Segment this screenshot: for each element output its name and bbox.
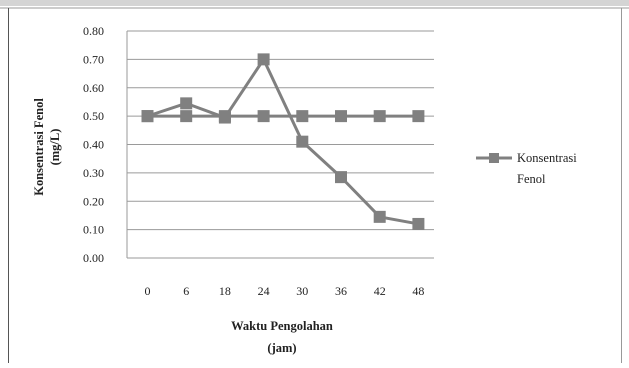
legend-label-line-1: Konsentrasi [517,151,577,165]
legend-marker [489,153,499,163]
data-point-marker [296,110,309,123]
x-axis-title-line-1: Waktu Pengolahan [231,319,333,333]
y-tick-label: 0.10 [83,223,104,237]
y-tick-label: 0.70 [83,52,104,66]
data-point-marker [335,171,347,184]
data-point-marker [180,97,193,110]
legend: Konsentrasi Fenol [476,151,577,186]
data-point-marker [257,53,270,66]
data-point-marker [296,135,309,148]
y-tick-label: 0.00 [83,251,104,265]
x-tick-label: 0 [145,284,151,298]
x-tick-label: 24 [258,284,270,298]
data-point-marker [335,110,347,123]
y-axis-title-line-2: (mg/L) [48,129,62,166]
x-tick-label: 6 [183,284,189,298]
x-tick-label: 48 [412,284,424,298]
y-axis-title: Konsentrasi Fenol (mg/L) [32,98,62,196]
y-tick-label: 0.40 [83,138,104,152]
data-point-marker [373,210,386,223]
data-point-marker [412,110,425,123]
y-tick-label: 0.50 [83,109,104,123]
top-border [0,0,629,6]
x-axis-title-line-2: (jam) [267,341,296,355]
data-point-marker [257,110,270,123]
x-tick-label: 42 [374,284,386,298]
y-tick-label: 0.60 [83,81,104,95]
x-tick-labels: 0 6 18 24 30 36 42 48 [145,284,425,298]
data-point-marker [141,110,154,123]
y-tick-label: 0.20 [83,194,104,208]
series-layer [141,53,425,230]
y-axis-title-line-1: Konsentrasi Fenol [32,98,46,196]
y-tick-label: 0.30 [83,166,104,180]
x-tick-label: 36 [335,284,347,298]
data-point-marker [218,111,231,124]
x-tick-label: 18 [219,284,231,298]
x-tick-label: 30 [296,284,308,298]
y-tick-label: 0.80 [83,24,104,38]
y-tick-labels: 0.00 0.10 0.20 0.30 0.40 0.50 0.60 0.70 0.80 [83,24,104,265]
series-line-0 [147,57,419,226]
data-point-marker [373,110,386,123]
legend-label-line-2: Fenol [517,172,546,186]
data-point-marker [412,217,425,230]
data-point-marker [180,110,193,123]
grid-lines [126,30,434,259]
